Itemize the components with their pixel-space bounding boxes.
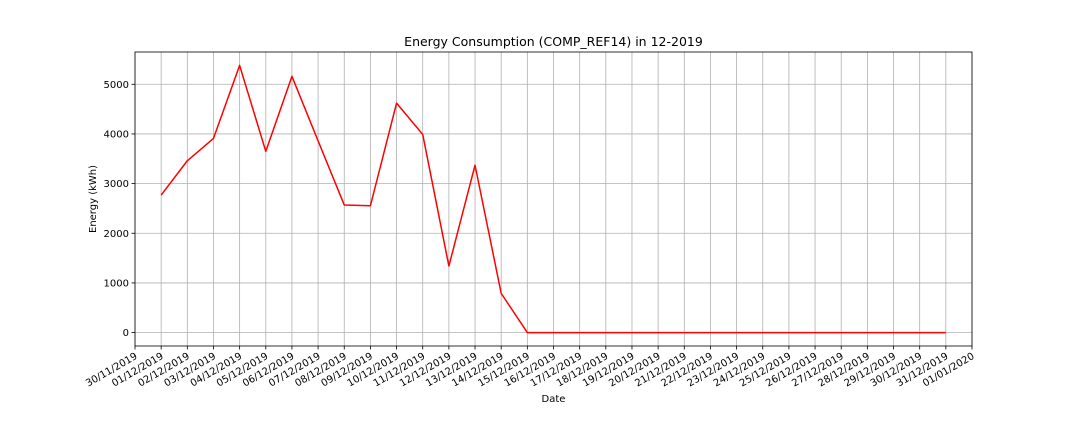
x-axis-label: Date [542, 394, 566, 405]
series-layer [160, 64, 946, 334]
y-tick-label: 0 [123, 328, 129, 339]
y-tick-label: 5000 [104, 80, 129, 91]
chart-title: Energy Consumption (COMP_REF14) in 12-20… [404, 34, 703, 49]
y-tick-label: 4000 [104, 129, 129, 140]
grid-lines [134, 52, 973, 346]
y-tick-label: 1000 [104, 278, 129, 289]
x-axis-ticks: 30/11/201901/12/201902/12/201903/12/2019… [84, 346, 977, 389]
y-axis-ticks: 0 1000 2000 3000 4000 5000 [104, 80, 135, 339]
y-tick-label: 3000 [104, 179, 129, 190]
energy-series-line [160, 64, 946, 334]
y-axis-label: Energy (kWh) [88, 165, 99, 233]
y-tick-label: 2000 [104, 229, 129, 240]
